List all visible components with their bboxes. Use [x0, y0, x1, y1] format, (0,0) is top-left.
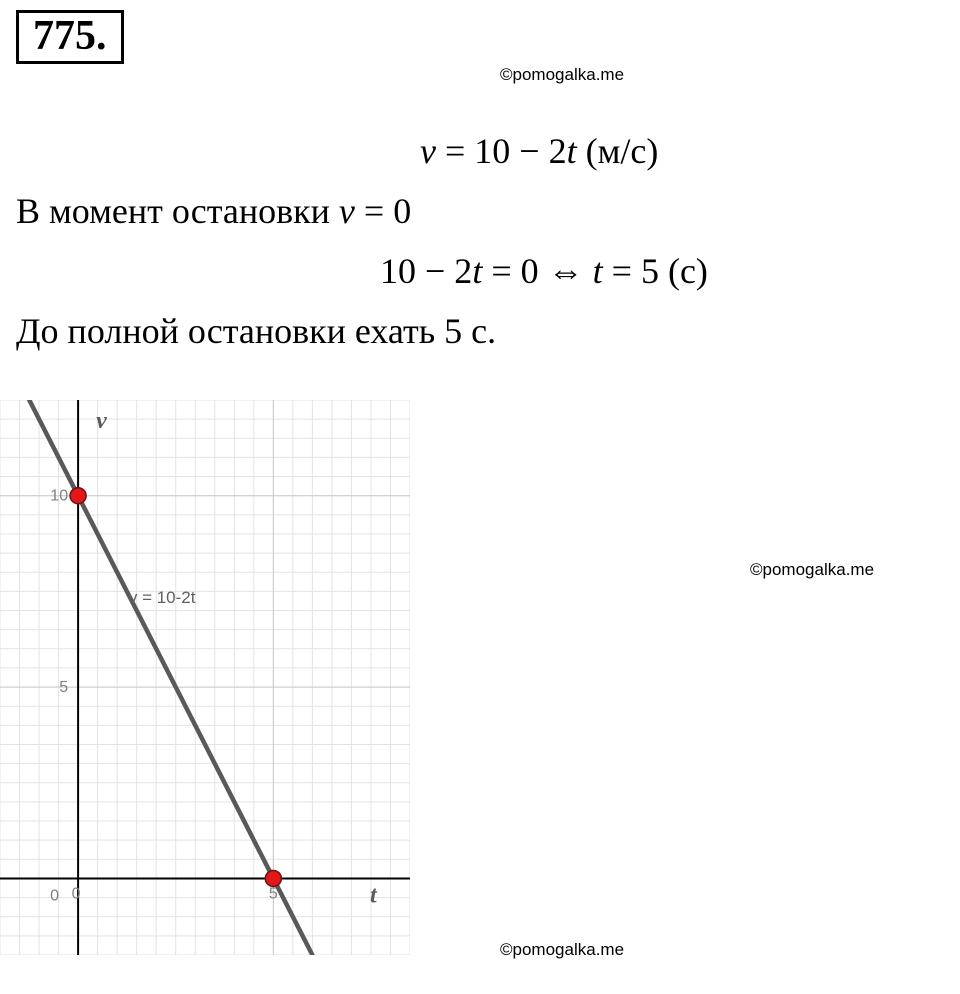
svg-text:v = 10-2t: v = 10-2t: [129, 588, 196, 607]
eq2-c: t: [593, 251, 603, 291]
eq2-b: = 0 ⇔: [482, 251, 592, 291]
line1-v: v: [339, 191, 355, 231]
svg-text:v: v: [96, 408, 107, 434]
eq2-d: = 5 (с): [603, 251, 708, 291]
line1-a: В момент остановки: [16, 191, 339, 231]
line1-b: = 0: [355, 191, 411, 231]
svg-text:5: 5: [59, 679, 68, 696]
svg-text:10: 10: [50, 488, 68, 505]
eq1-mid: = 10 − 2: [436, 131, 567, 171]
eq2-t: t: [472, 251, 482, 291]
problem-number: 775.: [16, 10, 124, 64]
watermark-bottom: ©pomogalka.me: [500, 940, 624, 960]
eq1-units: (м/с): [577, 131, 659, 171]
text-stop-condition: В момент остановки v = 0: [16, 190, 411, 232]
equation-velocity: v = 10 − 2t (м/с): [420, 130, 658, 172]
eq1-v: v: [420, 131, 436, 171]
equation-solve-t: 10 − 2t = 0 ⇔ t = 5 (с): [380, 250, 708, 292]
chart-velocity-time: 055100vtv = 10-2t: [0, 400, 410, 960]
eq2-a: 10 − 2: [380, 251, 472, 291]
chart-svg: 055100vtv = 10-2t: [0, 400, 410, 955]
eq1-t: t: [567, 131, 577, 171]
watermark-middle: ©pomogalka.me: [750, 560, 874, 580]
watermark-top: ©pomogalka.me: [500, 65, 624, 85]
page: { "problem_number": "775.", "watermarks"…: [0, 0, 960, 994]
text-answer: До полной остановки ехать 5 с.: [16, 310, 496, 352]
svg-text:0: 0: [72, 885, 81, 902]
svg-text:0: 0: [50, 887, 59, 904]
